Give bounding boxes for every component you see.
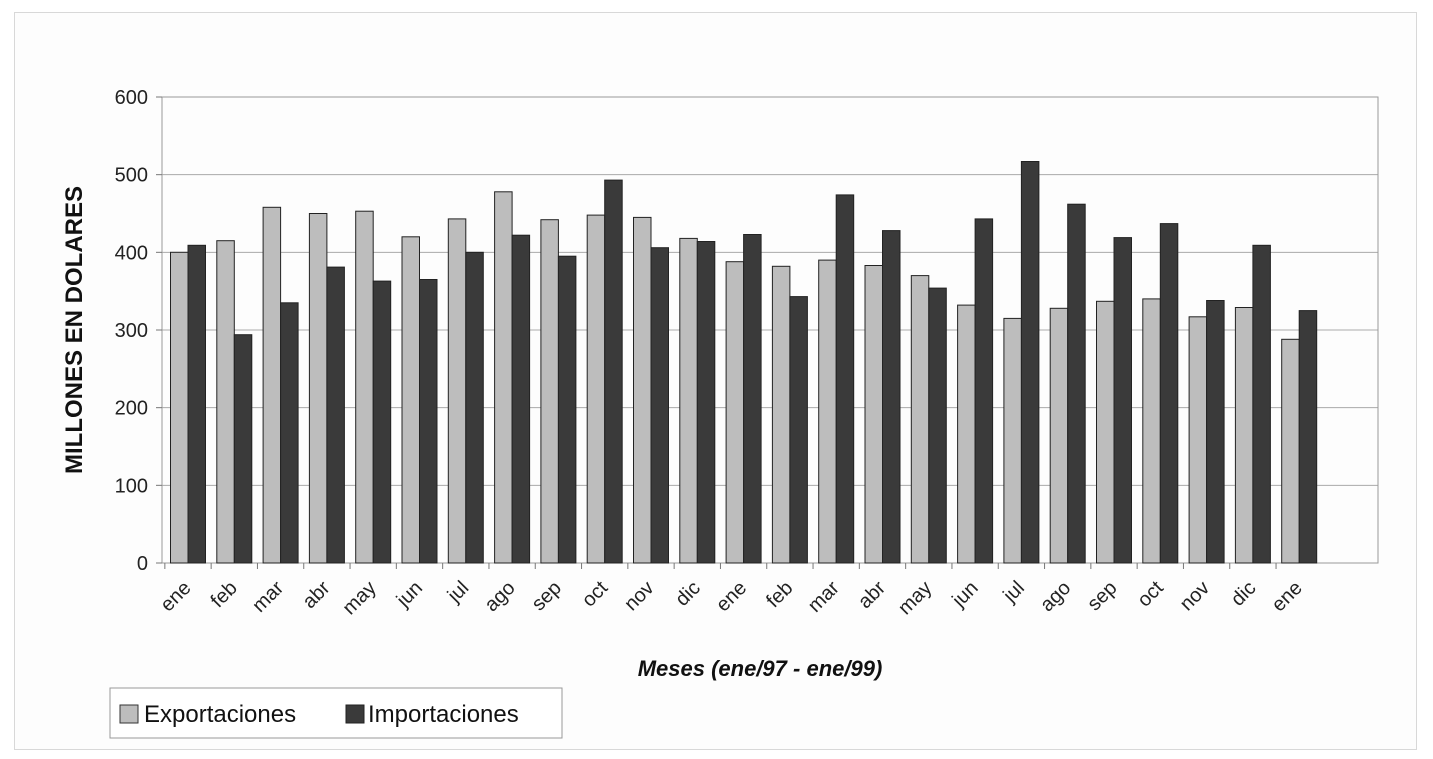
y-tick-label: 200 (115, 398, 148, 420)
bar-exportaciones-24 (1281, 338, 1300, 564)
bar-exportaciones-21 (1142, 298, 1161, 564)
bar-importaciones-9 (604, 179, 623, 564)
x-tick-label: nov (620, 577, 658, 615)
bar-exportaciones-13 (771, 265, 791, 564)
x-tick-label: ene (156, 577, 195, 616)
y-axis-label: MILLONES EN DOLARES (61, 186, 88, 474)
bar-exportaciones-7 (494, 191, 513, 564)
x-tick-label: jun (392, 577, 427, 612)
bar-importaciones-22 (1206, 300, 1225, 564)
x-tick-label: jul (999, 577, 1029, 607)
bar-importaciones-2 (280, 302, 299, 564)
bar-importaciones-7 (511, 234, 531, 564)
x-tick-label: oct (1133, 577, 1168, 612)
bar-importaciones-4 (372, 280, 392, 564)
x-tick-label: feb (762, 577, 797, 612)
x-tick-label: dic (671, 577, 705, 611)
legend-swatch-exportaciones (119, 704, 139, 724)
legend-label-exportaciones: Exportaciones (144, 701, 296, 728)
bar-exportaciones-4 (355, 210, 374, 564)
bar-exportaciones-1 (216, 240, 235, 564)
x-tick-label: jun (947, 577, 982, 612)
bar-exportaciones-19 (1049, 307, 1069, 564)
bar-exportaciones-8 (540, 219, 559, 564)
bar-importaciones-10 (650, 247, 669, 564)
bar-exportaciones-16 (910, 275, 930, 564)
x-tick-label: sep (528, 577, 566, 615)
x-tick-label: abr (854, 577, 890, 613)
bar-exportaciones-18 (1003, 317, 1022, 564)
bar-exportaciones-11 (679, 237, 698, 564)
bar-exportaciones-14 (818, 259, 837, 564)
x-tick-label: ago (1036, 577, 1075, 616)
bar-exportaciones-20 (1096, 300, 1115, 564)
x-tick-label: ago (480, 577, 519, 616)
x-tick-label: may (338, 577, 380, 619)
bar-exportaciones-9 (586, 214, 606, 564)
y-tick-label: 400 (115, 242, 148, 264)
x-tick-label: sep (1083, 577, 1121, 615)
bar-importaciones-13 (789, 296, 808, 564)
bar-exportaciones-3 (308, 213, 328, 564)
bar-exportaciones-6 (447, 218, 467, 564)
x-tick-label: ene (712, 577, 751, 616)
x-tick-label: may (894, 577, 936, 619)
bar-importaciones-16 (928, 287, 947, 564)
bar-exportaciones-12 (725, 261, 745, 564)
x-tick-label: dic (1227, 577, 1261, 611)
bar-exportaciones-10 (633, 216, 652, 564)
x-tick-label: jul (443, 577, 473, 607)
legend: Exportaciones Importaciones (109, 687, 563, 739)
y-tick-label: 100 (115, 475, 148, 497)
legend-label-importaciones: Importaciones (368, 701, 519, 728)
bar-importaciones-18 (1020, 161, 1040, 564)
x-axis-ticks: ene feb mar abr may jun jul ago sep oct nov dic ene f… (156, 563, 1307, 619)
bar-importaciones-0 (187, 244, 206, 564)
bar-importaciones-14 (835, 194, 855, 564)
bar-importaciones-12 (743, 234, 762, 564)
bar-importaciones-1 (233, 334, 253, 564)
bar-importaciones-8 (557, 255, 577, 564)
bar-importaciones-20 (1113, 237, 1132, 564)
y-tick-label: 600 (115, 87, 148, 109)
x-tick-label: mar (804, 577, 844, 617)
bar-importaciones-11 (696, 241, 716, 564)
x-tick-label: nov (1176, 577, 1214, 615)
bar-importaciones-23 (1252, 244, 1271, 564)
x-axis-label: Meses (ene/97 - ene/99) (638, 656, 883, 681)
bar-importaciones-6 (465, 251, 484, 564)
bar-exportaciones-0 (170, 251, 189, 564)
bar-importaciones-5 (419, 279, 438, 564)
x-tick-label: mar (248, 577, 288, 617)
bar-exportaciones-22 (1188, 316, 1208, 564)
bar-exportaciones-2 (262, 206, 282, 564)
bar-exportaciones-17 (957, 304, 976, 564)
bar-importaciones-21 (1159, 223, 1179, 564)
y-tick-label: 0 (137, 553, 148, 575)
y-tick-label: 300 (115, 320, 148, 342)
bar-exportaciones-5 (401, 236, 420, 564)
legend-swatch-importaciones (345, 704, 365, 724)
bar-importaciones-17 (974, 218, 994, 564)
bar-exportaciones-23 (1234, 307, 1254, 564)
bar-importaciones-3 (326, 266, 345, 564)
x-tick-label: oct (578, 577, 613, 612)
bar-exportaciones-15 (864, 265, 883, 564)
legend-box (109, 687, 563, 739)
y-tick-label: 500 (115, 165, 148, 187)
x-tick-label: abr (298, 577, 334, 613)
bar-importaciones-15 (882, 230, 901, 564)
bar-importaciones-24 (1298, 310, 1318, 564)
bars (170, 161, 1318, 564)
bar-importaciones-19 (1067, 203, 1086, 564)
y-axis-ticks: 0 100 200 300 400 500 600 (115, 87, 162, 575)
x-tick-label: feb (207, 577, 242, 612)
x-tick-label: ene (1268, 577, 1307, 616)
